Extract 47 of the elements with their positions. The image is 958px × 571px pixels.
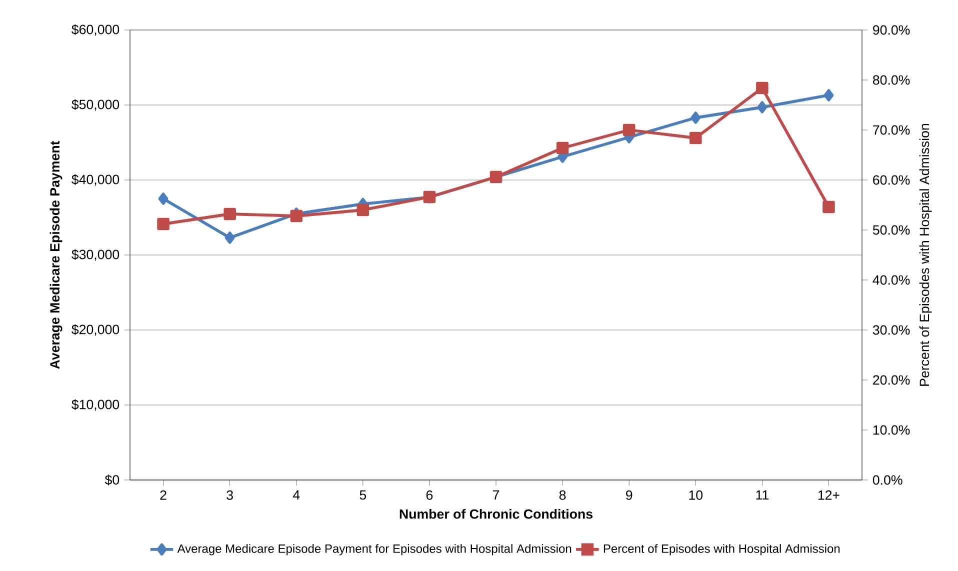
x-tick-label: 8 xyxy=(559,490,566,500)
y2-tick-label: 30.0% xyxy=(872,325,910,335)
x-tick-label: 2 xyxy=(160,490,166,500)
point xyxy=(356,204,370,216)
y2-tick-label: 20.0% xyxy=(873,375,910,385)
point xyxy=(158,192,168,205)
point xyxy=(622,124,636,136)
y-tick-label: $60,000 xyxy=(72,24,120,36)
point xyxy=(556,142,569,154)
y2-tick-label: 70.0% xyxy=(873,125,910,135)
x-tick-label: 5 xyxy=(360,490,366,500)
point xyxy=(757,101,768,114)
x-tick-label: 3 xyxy=(226,490,233,500)
y2-tick-label: 0.0% xyxy=(872,475,902,485)
x-tick-label: 10 xyxy=(689,490,703,500)
point xyxy=(157,218,170,230)
point xyxy=(224,208,236,220)
y2-tick-label: 90.0% xyxy=(873,25,910,35)
point xyxy=(290,210,303,222)
point xyxy=(822,200,835,214)
legend-label: Percent of Episodes with Hospital Admission xyxy=(604,544,840,556)
y-tick-label: $30,000 xyxy=(72,249,120,261)
y2-axis-title: Percent of Episodes with Hospital Admission xyxy=(919,124,932,386)
x-tick-label: 9 xyxy=(626,490,632,500)
y-tick-label: $40,000 xyxy=(72,174,120,186)
point xyxy=(824,89,834,102)
x-tick-label: 11 xyxy=(756,490,768,500)
y2-tick-label: 60.0% xyxy=(873,175,910,185)
x-tick-label: 4 xyxy=(292,490,300,500)
y-tick-label: $50,000 xyxy=(72,99,120,111)
x-tick-label: 7 xyxy=(492,490,500,500)
y2-tick-label: 80.0% xyxy=(872,75,910,85)
y-tick-label: $20,000 xyxy=(72,324,120,336)
y2-tick-label: 10.0% xyxy=(873,425,910,435)
point xyxy=(756,82,768,94)
y2-tick-label: 50.0% xyxy=(872,225,910,235)
y-tick-label: $10,000 xyxy=(72,399,120,411)
legend-label: Average Medicare Episode Payment for Episodes with Hospital Admission xyxy=(177,544,572,556)
y-axis-title: Average Medicare Episode Payment xyxy=(50,140,62,369)
point xyxy=(224,232,235,244)
point xyxy=(690,132,702,144)
x-tick-label: 12+ xyxy=(818,490,840,500)
y2-tick-label: 40.0% xyxy=(872,275,910,285)
point xyxy=(690,112,701,124)
y-tick-label: $0 xyxy=(104,474,120,486)
x-tick-label: 6 xyxy=(426,490,433,500)
x-axis-title: Number of Chronic Conditions xyxy=(400,508,592,519)
